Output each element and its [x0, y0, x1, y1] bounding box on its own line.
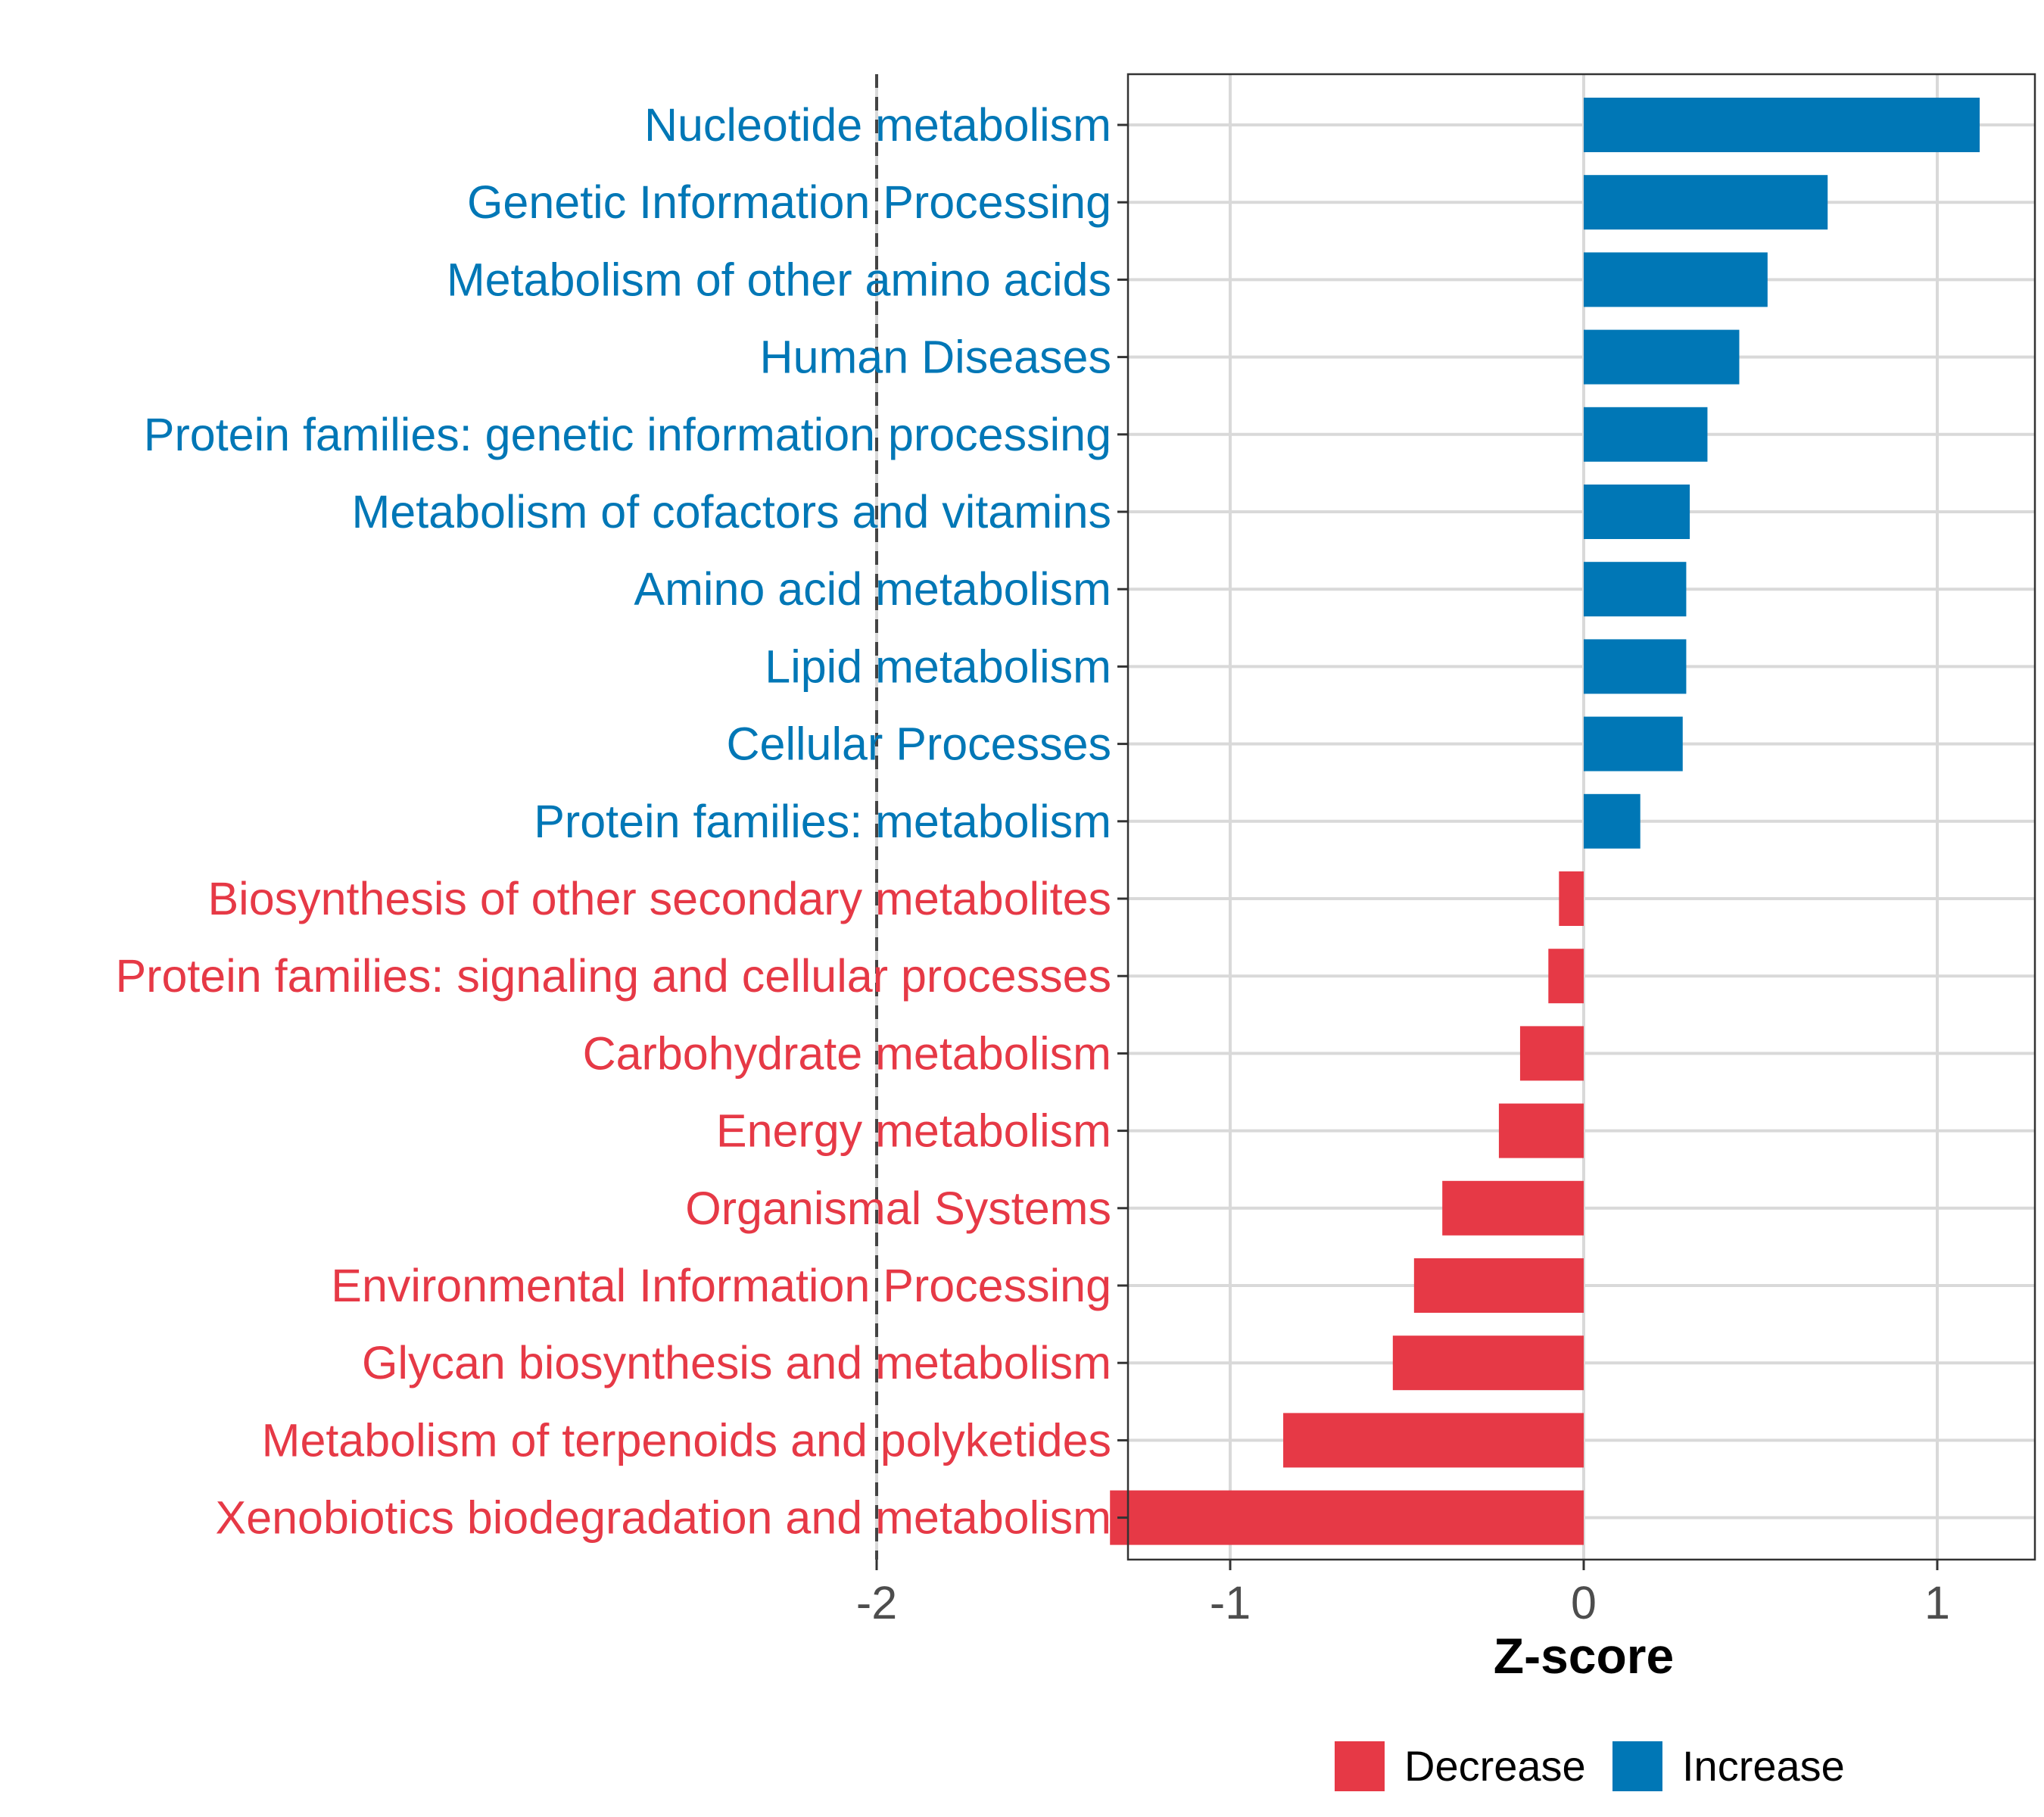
bar-glycan-biosynthesis-and-metabolism	[1392, 1335, 1584, 1391]
bar-cellular-processes	[1584, 716, 1683, 771]
bar-energy-metabolism	[1498, 1103, 1584, 1158]
bar-xenobiotics-biodegradation-and-metabolism	[1110, 1490, 1584, 1545]
category-label: Metabolism of other amino acids	[447, 254, 1111, 305]
category-label: Biosynthesis of other secondary metaboli…	[207, 873, 1111, 924]
legend-label-decrease: Decrease	[1404, 1742, 1586, 1790]
x-tick-label: 0	[1571, 1577, 1597, 1628]
bar-environmental-information-processing	[1413, 1258, 1584, 1313]
bar-organismal-systems	[1442, 1180, 1584, 1236]
bar-amino-acid-metabolism	[1584, 562, 1687, 617]
category-label: Genetic Information Processing	[467, 176, 1111, 228]
category-label: Carbohydrate metabolism	[583, 1027, 1111, 1079]
bar-protein-families-signaling-and-cellular-processes	[1548, 949, 1584, 1004]
bar-biosynthesis-of-other-secondary-metabolites	[1559, 871, 1584, 926]
bar-lipid-metabolism	[1584, 639, 1687, 694]
legend-label-increase: Increase	[1682, 1742, 1845, 1790]
category-label: Metabolism of cofactors and vitamins	[351, 486, 1111, 538]
category-label: Energy metabolism	[716, 1105, 1111, 1157]
bars	[1110, 98, 1980, 1545]
y-axis-ticks	[1117, 123, 1128, 1519]
x-tick-label: -2	[856, 1577, 897, 1628]
category-label: Protein families: metabolism	[534, 796, 1111, 847]
x-tick-label: -1	[1210, 1577, 1251, 1628]
category-label: Xenobiotics biodegradation and metabolis…	[216, 1492, 1111, 1544]
legend-swatch-increase	[1612, 1741, 1662, 1791]
x-axis-title: Z-score	[1494, 1628, 1674, 1684]
category-label: Organismal Systems	[685, 1183, 1111, 1234]
category-label: Glycan biosynthesis and metabolism	[362, 1337, 1111, 1388]
bar-carbohydrate-metabolism	[1519, 1026, 1584, 1081]
category-label: Lipid metabolism	[765, 640, 1111, 692]
category-labels: Nucleotide metabolism Genetic Information…	[115, 99, 1111, 1544]
bar-protein-families-metabolism	[1584, 793, 1640, 849]
bar-metabolism-of-terpenoids-and-polyketides	[1283, 1413, 1584, 1468]
bar-nucleotide-metabolism	[1584, 98, 1980, 152]
category-label: Protein families: genetic information pr…	[144, 409, 1111, 460]
bar-human-diseases	[1584, 329, 1740, 385]
category-label: Cellular Processes	[726, 718, 1111, 770]
category-label: Metabolism of terpenoids and polyketides	[262, 1414, 1111, 1466]
bar-metabolism-of-cofactors-and-vitamins	[1584, 485, 1690, 539]
bar-metabolism-of-other-amino-acids	[1584, 252, 1768, 307]
category-label: Amino acid metabolism	[634, 563, 1111, 615]
category-label: Environmental Information Processing	[331, 1260, 1111, 1311]
x-tick-label: 1	[1924, 1577, 1950, 1628]
x-axis-ticks: -2-1012	[856, 1560, 1950, 1628]
category-label: Human Diseases	[760, 332, 1111, 383]
legend-swatch-decrease	[1335, 1741, 1385, 1791]
legend: Decrease Increase	[1335, 1741, 1845, 1791]
category-label: Protein families: signaling and cellular…	[115, 950, 1111, 1002]
bar-genetic-information-processing	[1584, 175, 1828, 230]
reference-lines	[875, 74, 878, 1560]
bar-protein-families-genetic-information-processing	[1584, 407, 1708, 462]
category-label: Nucleotide metabolism	[644, 99, 1111, 151]
panel-border	[1126, 73, 2036, 1561]
